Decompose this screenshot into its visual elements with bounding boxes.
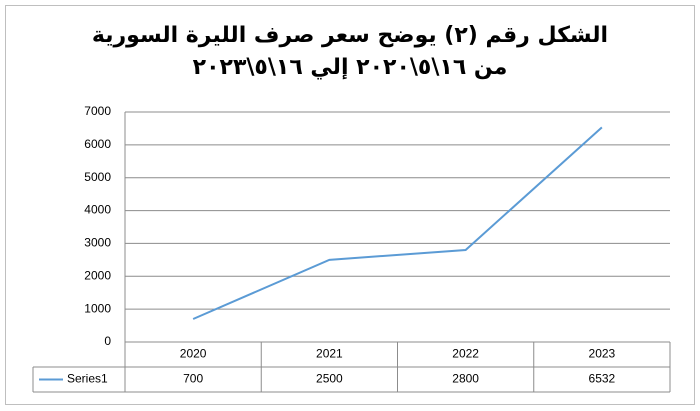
y-tick-label: 5000 xyxy=(84,170,111,184)
y-tick-label: 1000 xyxy=(84,301,111,315)
x-tick-label: 2020 xyxy=(180,347,207,361)
x-tick-label: 2022 xyxy=(452,347,479,361)
series-line xyxy=(192,126,603,320)
table-value: 6532 xyxy=(589,372,616,386)
y-tick-label: 0 xyxy=(104,334,111,348)
y-tick-label: 6000 xyxy=(84,137,111,151)
table-value: 2800 xyxy=(452,372,479,386)
table-value: 2500 xyxy=(316,372,343,386)
x-tick-label: 2021 xyxy=(316,347,343,361)
chart-title: الشكل رقم (٢) يوضح سعر صرف الليرة السوري… xyxy=(91,23,609,80)
y-tick-label: 7000 xyxy=(84,104,111,118)
table-value: 700 xyxy=(183,372,203,386)
y-tick-label: 3000 xyxy=(84,236,111,250)
y-tick-label: 2000 xyxy=(84,268,111,282)
chart-border xyxy=(5,5,695,405)
x-tick-label: 2023 xyxy=(589,347,616,361)
y-tick-label: 4000 xyxy=(84,203,111,217)
legend-label: Series1 xyxy=(67,372,108,386)
